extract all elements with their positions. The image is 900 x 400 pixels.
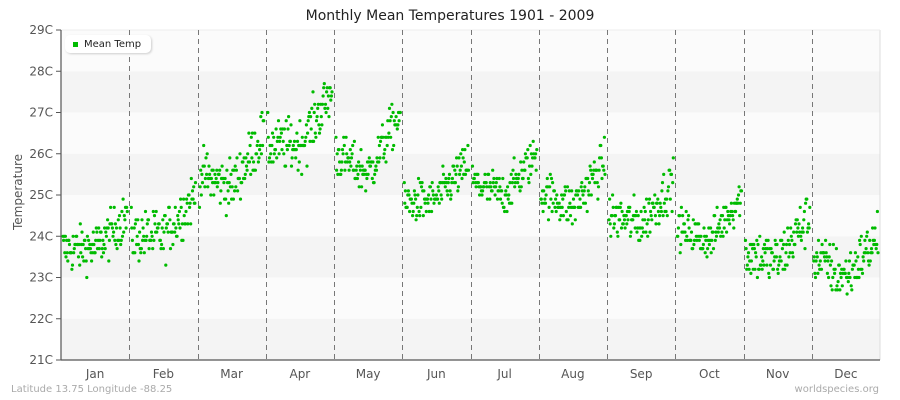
data-points	[61, 82, 880, 296]
x-tick-label: Jan	[85, 367, 105, 381]
grid-band	[61, 112, 880, 154]
chart-title: Monthly Mean Temperatures 1901 - 2009	[305, 8, 595, 24]
y-tick-label: 29C	[29, 23, 53, 37]
x-tick-label: Apr	[289, 367, 310, 381]
y-tick-label: 24C	[29, 229, 53, 243]
grid-band	[61, 71, 880, 113]
y-tick-label: 22C	[29, 312, 53, 326]
x-tick-label: Oct	[699, 367, 720, 381]
source-caption: worldspecies.org	[794, 384, 879, 395]
legend: Mean Temp	[65, 35, 152, 53]
x-tick-label: Dec	[834, 367, 857, 381]
x-tick-label: Jul	[496, 367, 511, 381]
y-tick-label: 26C	[29, 147, 53, 161]
y-tick-label: 23C	[29, 271, 53, 285]
x-tick-label: Sep	[630, 367, 653, 381]
x-tick-label: Feb	[153, 367, 174, 381]
grid-band	[61, 318, 880, 360]
x-tick-label: May	[356, 367, 381, 381]
x-tick-label: Nov	[766, 367, 789, 381]
y-tick-label: 27C	[29, 106, 53, 120]
grid-band	[61, 277, 880, 319]
legend-label: Mean Temp	[84, 38, 142, 50]
y-tick-label: 21C	[29, 353, 53, 367]
location-caption: Latitude 13.75 Longitude -88.25	[11, 384, 173, 395]
legend-swatch-icon	[73, 41, 78, 47]
grid-band	[61, 153, 880, 195]
y-tick-label: 25C	[29, 188, 53, 202]
grid-band	[61, 236, 880, 278]
grid-band	[61, 195, 880, 237]
x-tick-label: Aug	[561, 367, 584, 381]
x-tick-label: Jun	[426, 367, 446, 381]
grid-band	[61, 30, 880, 72]
x-tick-label: Mar	[220, 367, 243, 381]
y-tick-label: 28C	[29, 64, 53, 78]
